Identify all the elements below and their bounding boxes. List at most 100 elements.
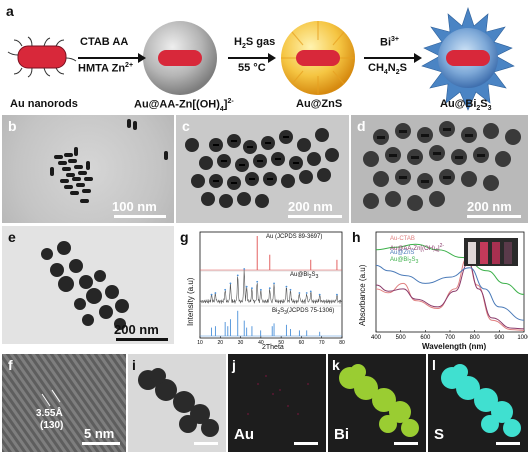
xrd-peak-marker-17 [318,293,321,296]
scheme-arrow-1 [78,57,140,59]
uv-ylabel: Absorbance (a.u) [358,264,367,326]
stem-image-i [138,368,219,437]
scheme-arrow-2 [228,57,270,59]
xrd-xtick-label-5: 60 [299,340,305,346]
s-eds-map [441,364,521,437]
xrd-ref-au: Au (JCPDS 89-3697) [266,234,323,240]
panel-label-h: h [352,229,361,245]
scalebar-label-e: 200 nm [114,322,159,337]
scheme-arrowhead-3 [414,53,422,63]
xrd-peak-marker-8 [256,280,259,283]
xrd-xtick-label-3: 40 [258,340,264,346]
xrd-peak-marker-9 [259,288,262,291]
scheme-arrowhead-1 [138,53,146,63]
xrd-peak-marker-6 [245,285,248,288]
tem-panel-d: d 200 nm [351,115,528,223]
xrd-xtick-label-0: 10 [197,340,203,346]
uv-legend-2: Au@AA-Zn[(OH)4]2- [390,243,445,255]
uv-series-line-1 [375,262,525,330]
xrd-pattern-1 [199,269,343,305]
uv-series-line-2 [375,264,525,321]
xrd-peak-marker-0 [210,293,213,296]
xrd-peak-marker-15 [305,292,308,294]
panel-label-e: e [8,229,16,245]
uv-xtick-label-1: 500 [396,335,407,341]
step3-reagent-bottom: CH4N2S [368,62,407,77]
panel-label-i: i [132,357,136,373]
au-nanorod-ctab-icon [7,36,77,78]
xrd-peak-marker-1 [214,292,217,294]
uv-xtick-label-6: 1000 [517,335,528,341]
scalebar-c [288,215,342,218]
scalebar-label-f: 5 nm [84,426,115,441]
scheme-arrowhead-2 [268,53,276,63]
xrd-xtick-label-7: 80 [339,340,345,346]
uv-xlabel: Wavelength (nm) [422,342,487,351]
uv-legend-4: Au@Bi2S3 [390,257,419,266]
map-label-au: Au [234,426,254,443]
au-aa-zn-sphere-icon [143,21,217,95]
xrd-peak-marker-13 [289,288,292,291]
uv-xtick-label-3: 700 [445,335,456,341]
panel-label-j: j [232,357,236,373]
xrd-peak-marker-7 [251,287,253,290]
step2-reagent-top: H2S gas [234,36,276,51]
lattice-marker-1 [41,393,51,407]
scalebar-j [294,442,318,445]
xrd-ref-bi2s3: Bi2S3(JCPDS 75-1306) [272,308,335,317]
step3-reagent-top: Bi3+ [380,36,399,49]
uv-series-line-0 [375,256,525,331]
uv-xtick-label-5: 900 [494,335,505,341]
label-au-aa-zn: Au@AA-Zn[(OH)4]2- [134,98,234,113]
xrd-peak-marker-18 [336,293,338,296]
synthesis-scheme [7,7,515,111]
scalebar-k [394,442,418,445]
lattice-marker-2 [51,389,61,403]
uv-xtick-label-2: 600 [420,335,431,341]
panel-label-g: g [180,229,189,245]
xrd-peak-marker-4 [236,274,239,277]
xrd-chart: 10 20 30 40 50 60 70 80 [197,231,345,346]
xrd-xlabel: 2Theta [262,344,284,351]
xrd-xtick-label-6: 70 [319,340,325,346]
xrd-peak-marker-3 [229,282,232,285]
xrd-legend-au-bi2s3: Au@Bi2S3 [290,272,319,281]
xrd-xtick-label-2: 30 [238,340,244,346]
scalebar-label-c: 200 nm [288,199,333,214]
panel-label-a: a [6,3,14,19]
scalebar-b [114,215,166,218]
stem-panel-i: i [128,354,226,452]
panel-label-b: b [8,118,17,134]
map-label-s: S [434,426,445,443]
tem-image-e [41,241,129,330]
hrtem-image-f [2,354,126,452]
eds-map-panel-k: k Bi [328,354,426,452]
xrd-peak-marker-12 [285,285,288,288]
label-au-bi2s3: Au@Bi2S3 [440,98,492,113]
label-au-nanorods: Au nanorods [10,98,78,110]
step2-temperature: 55 °C [238,62,266,74]
hrtem-plane-label: (130) [40,420,64,431]
tem-image-d [363,121,521,211]
tem-panel-b: b 100 nm [2,115,174,223]
bi-eds-map [339,364,419,437]
scalebar-label-b: 100 nm [112,199,157,214]
panel-label-f: f [8,357,13,373]
uv-legend-3: Au@ZnS [390,250,415,256]
scheme-arrow-3 [364,57,416,59]
tem-image-b [50,119,168,203]
scalebar-label-d: 200 nm [467,199,512,214]
map-label-bi: Bi [334,426,349,443]
scalebar-l [496,442,520,445]
au-eds-map [247,375,309,415]
uv-legend-1: Au-CTAB [390,236,415,242]
tem-panel-c: c 200 nm [176,115,349,223]
xrd-xtick-label-1: 20 [218,340,224,346]
eds-map-panel-l: l S [428,354,528,452]
uvvis-chart-panel-h: h 400 500 600 700 800 900 1000 Absorbance (a.u… [352,226,528,352]
panel-label-d: d [357,118,366,134]
tem-panel-e: e 200 nm [2,226,174,344]
eds-map-panel-j: j Au [228,354,326,452]
uv-xtick-label-0: 400 [371,335,382,341]
hrtem-panel-f: f 3.55Å (130) 5 nm [2,354,126,452]
